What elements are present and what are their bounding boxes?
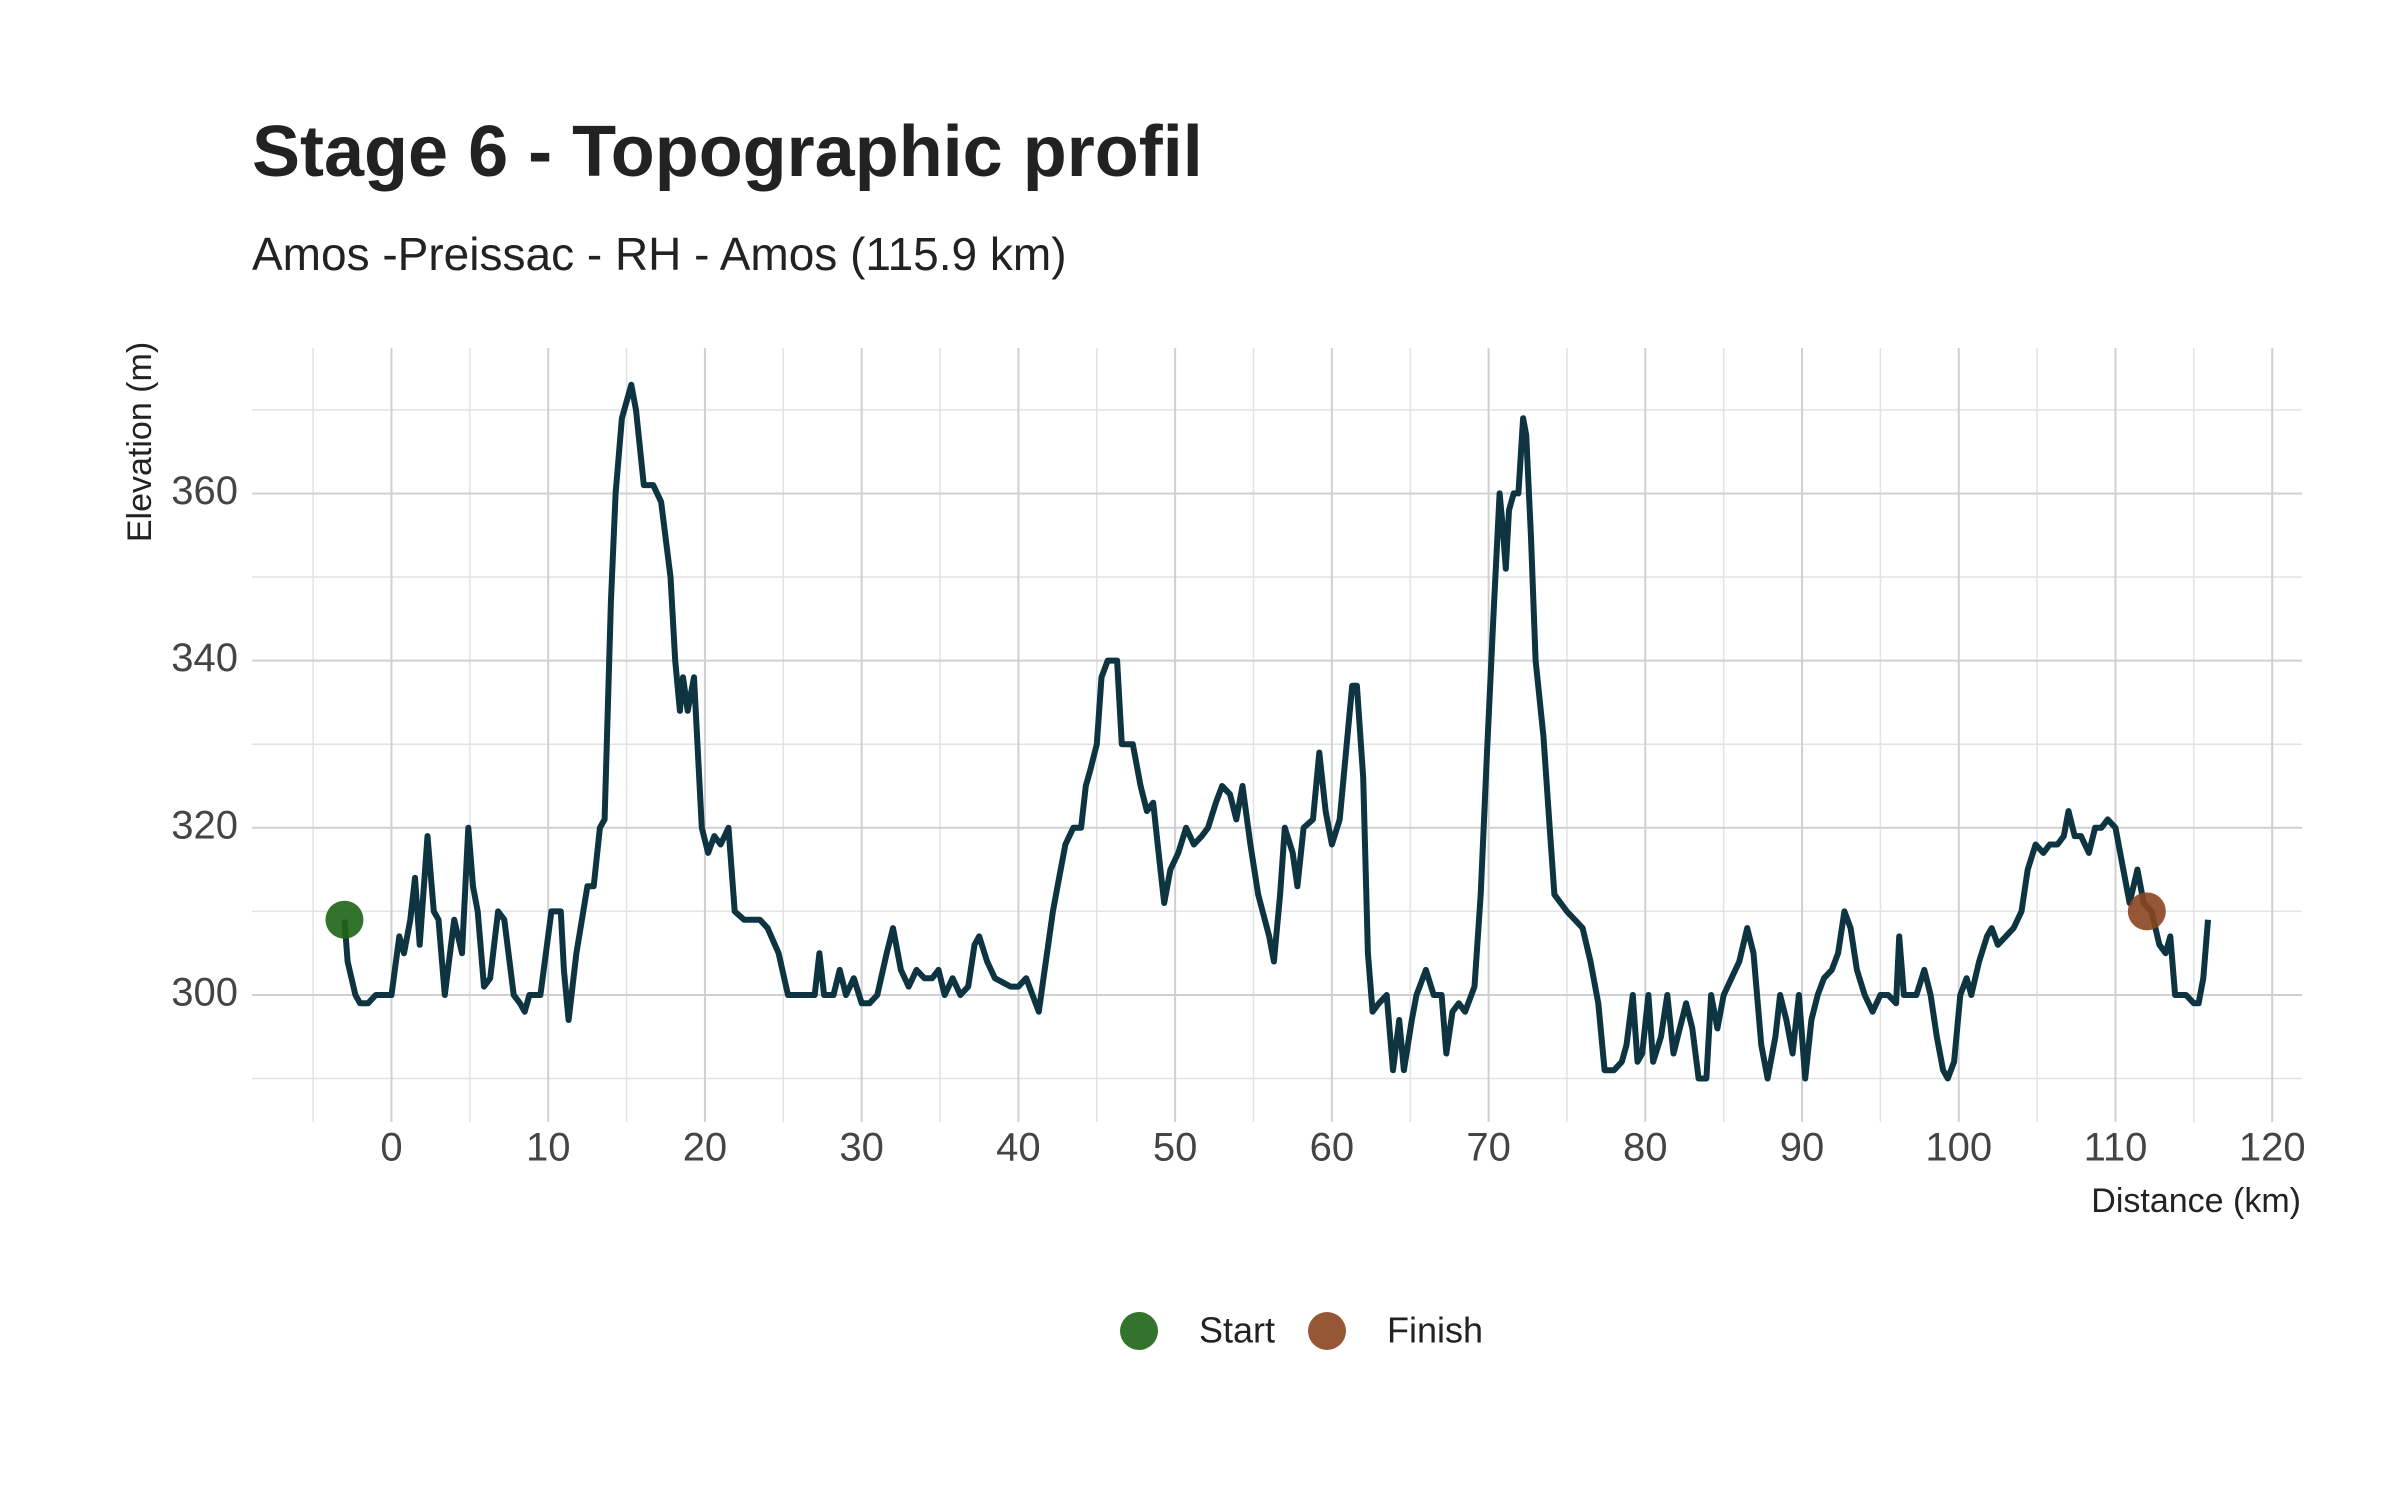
legend-label: Finish bbox=[1387, 1310, 1483, 1351]
y-tick-label: 360 bbox=[171, 469, 238, 513]
legend-label: Start bbox=[1199, 1310, 1275, 1351]
chart-subtitle: Amos -Preissac - RH - Amos (115.9 km) bbox=[252, 228, 1067, 280]
y-tick-label: 300 bbox=[171, 971, 238, 1015]
x-tick-label: 70 bbox=[1466, 1126, 1511, 1170]
x-tick-label: 60 bbox=[1310, 1126, 1355, 1170]
y-axis-title: Elevation (m) bbox=[121, 342, 159, 542]
x-tick-label: 80 bbox=[1623, 1126, 1668, 1170]
x-axis-title: Distance (km) bbox=[2091, 1182, 2301, 1220]
x-tick-label: 90 bbox=[1780, 1126, 1825, 1170]
y-tick-label: 340 bbox=[171, 636, 238, 680]
marker-point bbox=[325, 900, 364, 939]
x-tick-label: 0 bbox=[380, 1126, 402, 1170]
marker-point bbox=[2127, 892, 2166, 931]
x-tick-label: 10 bbox=[526, 1126, 571, 1170]
legend-swatch bbox=[1120, 1312, 1158, 1350]
elevation-line bbox=[341, 381, 2211, 1082]
x-tick-label: 30 bbox=[839, 1126, 884, 1170]
x-tick-label: 50 bbox=[1153, 1126, 1198, 1170]
y-tick-label: 320 bbox=[171, 803, 238, 847]
x-tick-label: 40 bbox=[996, 1126, 1041, 1170]
chart-title: Stage 6 - Topographic profil bbox=[252, 112, 1203, 192]
x-tick-label: 20 bbox=[683, 1126, 728, 1170]
x-tick-label: 120 bbox=[2239, 1126, 2306, 1170]
legend-swatch bbox=[1308, 1312, 1346, 1350]
x-tick-label: 100 bbox=[1925, 1126, 1992, 1170]
x-tick-label: 110 bbox=[2084, 1126, 2148, 1170]
